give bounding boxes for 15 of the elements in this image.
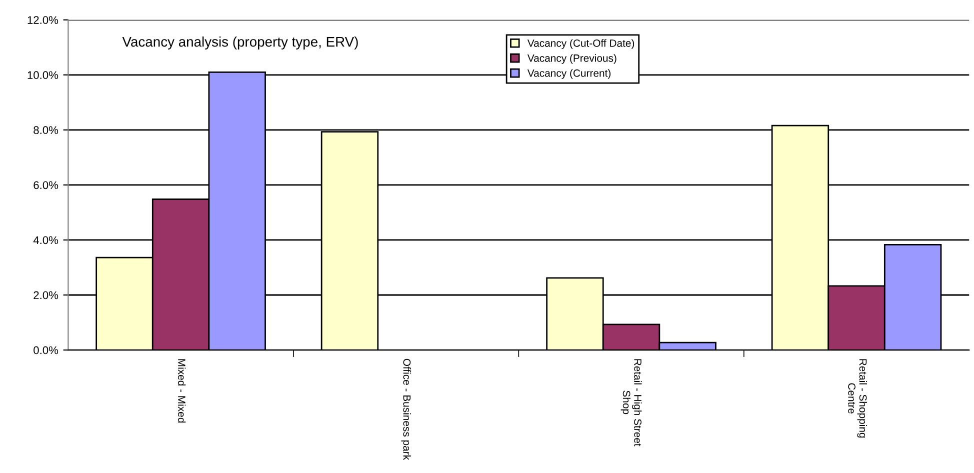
y-tick-label: 12.0% [28,16,58,24]
y-tick-label: 8.0% [34,126,58,134]
x-tick-label: Retail - Shopping Centre [848,359,867,438]
y-tick-label: 4.0% [33,236,58,244]
legend-label: Vacancy (Current) [527,69,610,79]
x-tick-label: Retail - High Street Shop [620,359,642,446]
y-tick-label: 6.0% [34,181,58,190]
y-tick-label: 10.0% [28,71,58,80]
x-tick-label: Office - Business park [401,358,411,460]
legend-label: Vacancy (Cut-Off Date) [527,39,634,49]
y-tick-label: 0.0% [34,346,58,354]
x-tick-label: Mixed - Mixed [178,359,186,423]
text: Vacancy analysis (property type, ERV) [122,36,358,50]
legend-label: Vacancy (Previous) [527,54,616,64]
y-tick-label: 2.0% [34,291,58,300]
